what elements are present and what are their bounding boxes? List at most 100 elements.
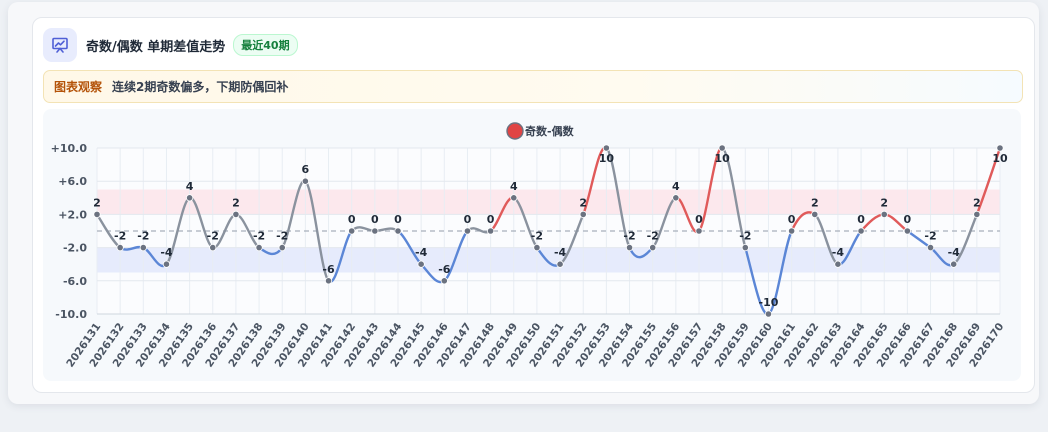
- data-point[interactable]: [301, 177, 309, 185]
- series-line-segment: [720, 146, 747, 249]
- data-label: -4: [415, 246, 428, 259]
- data-label: 10: [714, 152, 730, 165]
- data-point[interactable]: [417, 260, 425, 268]
- observation-text: 连续2期奇数偏多，下期防偶回补: [112, 80, 289, 94]
- y-tick-label: +10.0: [51, 142, 88, 155]
- data-label: 0: [487, 213, 495, 226]
- data-point[interactable]: [625, 244, 634, 252]
- data-point[interactable]: [255, 244, 263, 252]
- data-label: -2: [739, 230, 751, 243]
- y-tick-label: +2.0: [58, 208, 87, 221]
- data-point[interactable]: [232, 210, 240, 219]
- data-label: -2: [137, 230, 149, 243]
- data-label: 2: [811, 196, 819, 209]
- data-label: 0: [394, 213, 402, 226]
- data-point[interactable]: [880, 210, 888, 219]
- data-point[interactable]: [649, 244, 657, 252]
- data-label: -4: [948, 246, 961, 259]
- data-point[interactable]: [602, 144, 610, 152]
- chart-area: +10.0 +6.0 +2.0 -2.0 -6.0 -10.0 2026131 2026132…: [43, 109, 1021, 381]
- data-label: -2: [531, 230, 543, 243]
- series-line-segment: [304, 180, 330, 282]
- data-point[interactable]: [811, 210, 819, 219]
- legend-label[interactable]: 奇数-偶数: [525, 124, 575, 138]
- data-point[interactable]: [579, 210, 587, 219]
- page-title: 奇数/偶数 单期差值走势: [86, 39, 226, 55]
- series-line-segment: [975, 146, 1002, 216]
- data-label: 0: [464, 213, 472, 226]
- data-point[interactable]: [695, 227, 703, 235]
- chart-card: 奇数/偶数 单期差值走势 最近40期 图表观察 连续2期奇数偏多，下期防偶回补 …: [32, 17, 1035, 393]
- data-label: -2: [647, 230, 659, 243]
- data-label: -2: [276, 230, 288, 243]
- data-label: 0: [348, 213, 356, 226]
- data-point[interactable]: [718, 144, 726, 152]
- period-badge: 最近40期: [233, 34, 298, 56]
- data-label: 4: [510, 180, 518, 193]
- observation-banner: 图表观察 连续2期奇数偏多，下期防偶回补: [43, 70, 1023, 103]
- legend-marker[interactable]: [506, 122, 524, 140]
- data-point[interactable]: [348, 227, 356, 235]
- data-label: -6: [438, 263, 451, 276]
- data-label: -2: [207, 230, 219, 243]
- data-label: 0: [695, 213, 703, 226]
- data-point[interactable]: [371, 227, 379, 235]
- data-point[interactable]: [857, 227, 865, 235]
- data-point[interactable]: [672, 194, 680, 202]
- observation-tag: 图表观察: [54, 80, 103, 94]
- y-tick-label: -2.0: [63, 242, 87, 255]
- data-label: 0: [371, 213, 379, 226]
- data-point[interactable]: [93, 210, 101, 219]
- data-label: -2: [114, 230, 126, 243]
- data-label: -4: [832, 246, 845, 259]
- page-container: 奇数/偶数 单期差值走势 最近40期 图表观察 连续2期奇数偏多，下期防偶回补 …: [8, 2, 1039, 404]
- data-point[interactable]: [510, 194, 518, 202]
- data-point[interactable]: [186, 194, 194, 202]
- data-point[interactable]: [764, 310, 773, 318]
- data-point[interactable]: [463, 227, 472, 235]
- data-point[interactable]: [926, 244, 935, 252]
- data-label: 0: [788, 213, 796, 226]
- data-point[interactable]: [556, 260, 564, 268]
- data-point[interactable]: [741, 244, 749, 252]
- data-point[interactable]: [278, 244, 286, 252]
- data-label: 4: [672, 180, 680, 193]
- series-line-segment: [605, 146, 631, 249]
- data-point[interactable]: [950, 260, 958, 268]
- chart-presentation-icon: [43, 28, 77, 62]
- data-point[interactable]: [440, 277, 448, 285]
- data-label: -4: [160, 246, 173, 259]
- y-tick-label: -6.0: [63, 275, 87, 288]
- data-point[interactable]: [209, 244, 217, 252]
- data-point[interactable]: [139, 244, 147, 252]
- data-label: 10: [599, 152, 615, 165]
- data-point[interactable]: [533, 244, 541, 252]
- upper-band: [97, 189, 1000, 215]
- data-label: 0: [904, 213, 912, 226]
- data-label: 2: [232, 196, 240, 209]
- lower-band: [97, 247, 1000, 273]
- data-point[interactable]: [324, 277, 333, 285]
- data-label: -2: [253, 230, 265, 243]
- data-point[interactable]: [996, 144, 1004, 152]
- data-label: 0: [857, 213, 865, 226]
- data-label: 2: [880, 196, 888, 209]
- data-point[interactable]: [394, 227, 402, 235]
- data-point[interactable]: [162, 260, 171, 268]
- data-point[interactable]: [834, 260, 842, 268]
- data-point[interactable]: [973, 210, 981, 219]
- data-label: 6: [302, 163, 310, 176]
- card-header: 奇数/偶数 单期差值走势 最近40期: [43, 28, 298, 62]
- data-label: -6: [322, 263, 335, 276]
- data-point[interactable]: [487, 227, 495, 235]
- y-tick-label: +6.0: [58, 175, 87, 188]
- data-point[interactable]: [116, 244, 124, 252]
- data-point[interactable]: [903, 227, 911, 235]
- data-label: -10: [759, 296, 779, 309]
- data-label: -2: [924, 230, 936, 243]
- data-label: 10: [992, 152, 1008, 165]
- data-point[interactable]: [788, 227, 796, 235]
- data-label: -4: [554, 246, 567, 259]
- data-label: 2: [973, 196, 981, 209]
- data-label: 2: [93, 196, 101, 209]
